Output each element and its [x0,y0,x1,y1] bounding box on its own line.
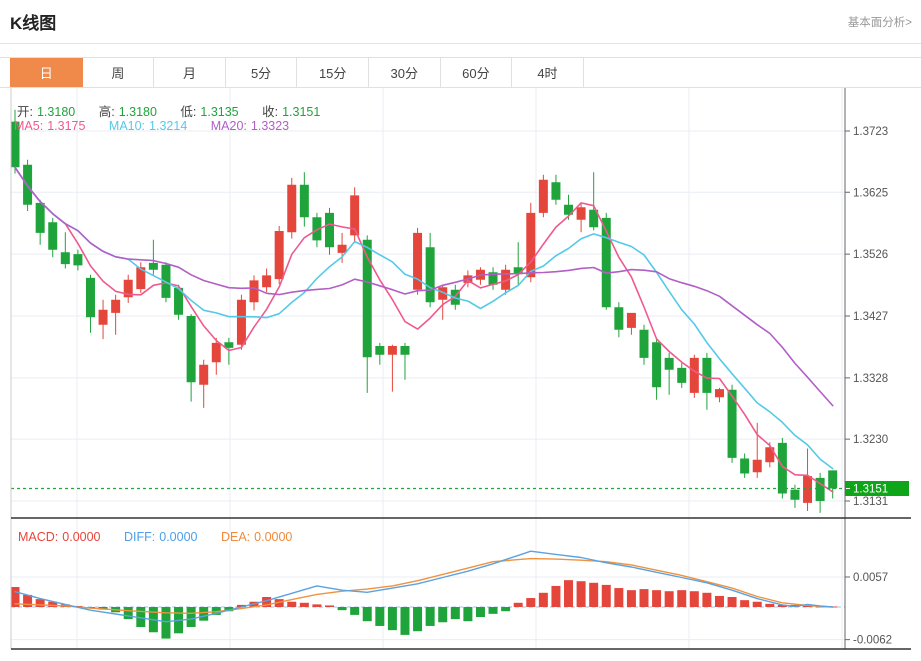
high-value: 1.3180 [118,105,157,119]
macd-histogram [10,580,838,639]
ma20-label: MA20: [210,119,247,133]
tab-60分[interactable]: 60分 [440,58,513,87]
ma10-line [14,166,834,470]
current-price-tag: 1.3151 [845,481,909,496]
tab-周[interactable]: 周 [82,58,155,87]
gridlines [11,88,845,649]
dea-value: 0.0000 [254,530,293,544]
kline-chart[interactable]: 1.3723 1.3625 1.3526 1.3427 1.3328 1.3230 1.31… [0,88,921,656]
close-label: 收: [262,105,279,119]
tab-5分[interactable]: 5分 [225,58,298,87]
low-label: 低: [180,105,197,119]
macd-row: MACD: 0.0000 DIFF: 0.0000 DEA: 0.0000 [18,530,296,544]
macd-value: 0.0000 [62,530,101,544]
ma10-label: MA10: [108,119,146,133]
fundamental-analysis-link[interactable]: 基本面分析> [847,17,912,29]
dea-label: DEA: [220,530,251,544]
svg-text:1.3526: 1.3526 [853,249,888,261]
svg-text:1.3230: 1.3230 [853,434,888,446]
diff-line [14,550,834,623]
svg-text:1.3328: 1.3328 [853,373,888,385]
ma20-value: 1.3323 [250,119,290,133]
dea-line [14,557,834,614]
tab-月[interactable]: 月 [154,58,226,87]
header-divider [0,43,921,44]
tab-30分[interactable]: 30分 [368,58,441,87]
open-value: 1.3180 [36,105,76,119]
ma5-value: 1.3175 [47,119,86,133]
ma-row: MA5: 1.3175 MA10: 1.3214 MA20: 1.3323 [14,119,293,133]
ma5-label: MA5: [14,119,44,133]
ma5-line [14,166,834,493]
macd-label: MACD: [18,530,59,544]
diff-value: 0.0000 [159,530,198,544]
diff-label: DIFF: [124,530,156,544]
tab-4时[interactable]: 4时 [512,58,584,87]
open-label: 开: [17,105,33,119]
macd-axis-labels: 0.0057 -0.0062 [845,572,892,647]
svg-text:0.0057: 0.0057 [853,572,888,584]
low-value: 1.3135 [200,105,239,119]
ohlc-row: 开: 1.3180 高: 1.3180 低: 1.3135 收: 1.3151 [17,101,324,120]
page-title: K线图 [10,14,57,33]
svg-text:-0.0062: -0.0062 [853,635,892,647]
candles [10,109,838,513]
price-axis-labels: 1.3723 1.3625 1.3526 1.3427 1.3328 1.3230 1.31… [845,126,888,508]
svg-text:1.3131: 1.3131 [853,496,888,508]
svg-text:1.3151: 1.3151 [853,484,888,496]
svg-text:1.3625: 1.3625 [853,187,888,199]
tab-日[interactable]: 日 [10,58,83,87]
period-tabbar: 日周月 5分 15分 30分 60分 4时 [0,57,921,88]
svg-text:1.3427: 1.3427 [853,311,888,323]
ma10-value: 1.3214 [149,119,188,133]
high-label: 高: [98,105,115,119]
ma20-line [14,166,834,407]
tab-15分[interactable]: 15分 [297,58,369,87]
close-value: 1.3151 [282,105,321,119]
svg-text:1.3723: 1.3723 [853,126,888,138]
